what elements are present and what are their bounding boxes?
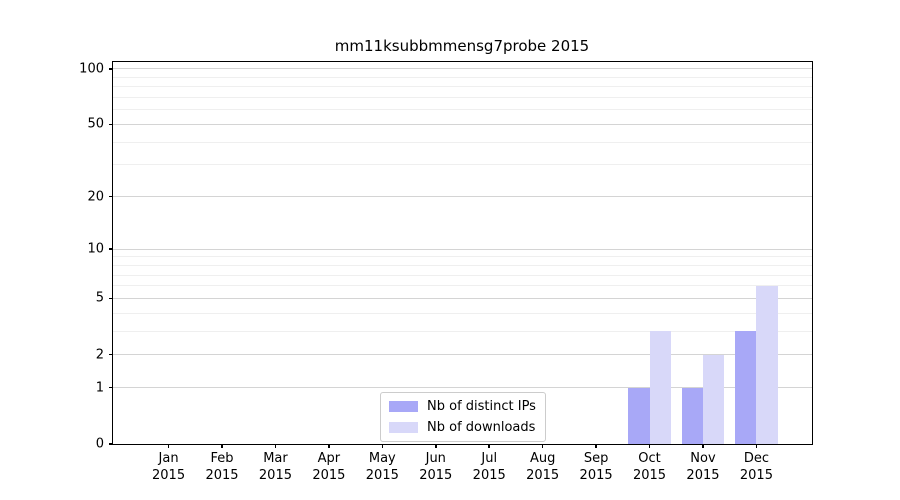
y-axis-tick [109,443,113,445]
y-axis-tick-label: 0 [95,436,104,452]
x-axis-tick-label: Apr 2015 [312,451,346,483]
gridline-major [113,68,812,70]
gridline-minor [113,164,812,166]
bar-downloads [649,331,671,444]
gridline-major [113,196,812,198]
x-axis-tick-label: Feb 2015 [205,451,239,483]
gridline-minor [113,97,812,99]
y-axis-tick-label: 2 [95,347,104,363]
x-axis-tick [648,444,651,448]
x-axis-tick [381,444,384,448]
y-axis-tick [109,353,113,356]
x-axis-tick-label: Jun 2015 [419,451,453,483]
x-axis-tick [702,444,704,448]
legend-label-distinct-ips: Nb of distinct IPs [427,399,536,414]
x-axis-tick [595,444,597,448]
x-axis-tick-label: Nov 2015 [686,451,720,483]
x-axis-tick-label: Dec 2015 [739,451,773,483]
x-axis-tick-label: Sep 2015 [579,451,613,483]
y-axis-tick-label: 20 [87,189,104,205]
y-axis-tick [109,297,113,300]
gridline-major [113,297,812,299]
y-axis-tick [109,195,113,198]
x-axis-tick [488,444,490,448]
x-axis-tick-label: Jan 2015 [152,451,186,483]
bar-distinct-ips [628,387,650,444]
legend-label-downloads: Nb of downloads [427,420,536,435]
gridline-minor [113,256,812,258]
gridline-minor [113,285,812,287]
legend-swatch-distinct-ips [389,401,418,412]
x-axis-tick [755,444,758,448]
bar-distinct-ips [735,331,757,444]
gridline-major [113,123,812,125]
x-axis-tick-label: Mar 2015 [258,451,292,483]
gridline-minor [113,274,812,276]
gridline-major [113,248,812,250]
x-axis-tick [541,444,544,448]
gridline-minor [113,86,812,88]
gridline-minor [113,312,812,314]
legend: Nb of distinct IPs Nb of downloads [380,392,546,442]
y-axis-tick-label: 1 [95,380,104,396]
bar-downloads [756,285,778,444]
gridline-minor [113,330,812,332]
legend-item-downloads: Nb of downloads [389,420,536,435]
x-axis-tick [328,444,330,448]
legend-item-distinct-ips: Nb of distinct IPs [389,399,536,414]
gridline-major [113,387,812,389]
y-axis-tick-label: 50 [87,116,104,132]
x-axis-tick [274,444,277,448]
x-axis-tick-label: May 2015 [365,451,399,483]
x-axis-tick [435,444,437,448]
x-axis-tick-label: Aug 2015 [526,451,560,483]
y-axis-tick-label: 10 [87,241,104,257]
gridline-major [113,354,812,356]
y-axis-tick-label: 100 [79,61,104,77]
y-axis-tick [109,68,113,70]
gridline-minor [113,76,812,78]
bar-distinct-ips [681,387,703,444]
y-axis-tick [109,123,113,126]
bar-downloads [702,354,725,444]
x-axis-tick [221,444,223,448]
legend-swatch-downloads [389,422,418,433]
gridline-minor [113,109,812,111]
gridline-minor [113,141,812,143]
chart-title: mm11ksubbmmensg7probe 2015 [334,37,590,55]
x-axis-tick [167,444,170,448]
x-axis-tick-label: Oct 2015 [632,451,667,483]
gridline-minor [113,264,812,266]
y-axis-tick-label: 5 [95,290,104,306]
y-axis-tick [109,248,113,250]
y-axis-tick [109,386,113,389]
x-axis-tick-label: Jul 2015 [472,451,506,483]
plot-area: Nb of distinct IPs Nb of downloads 0 1 2 5 1… [79,61,813,483]
